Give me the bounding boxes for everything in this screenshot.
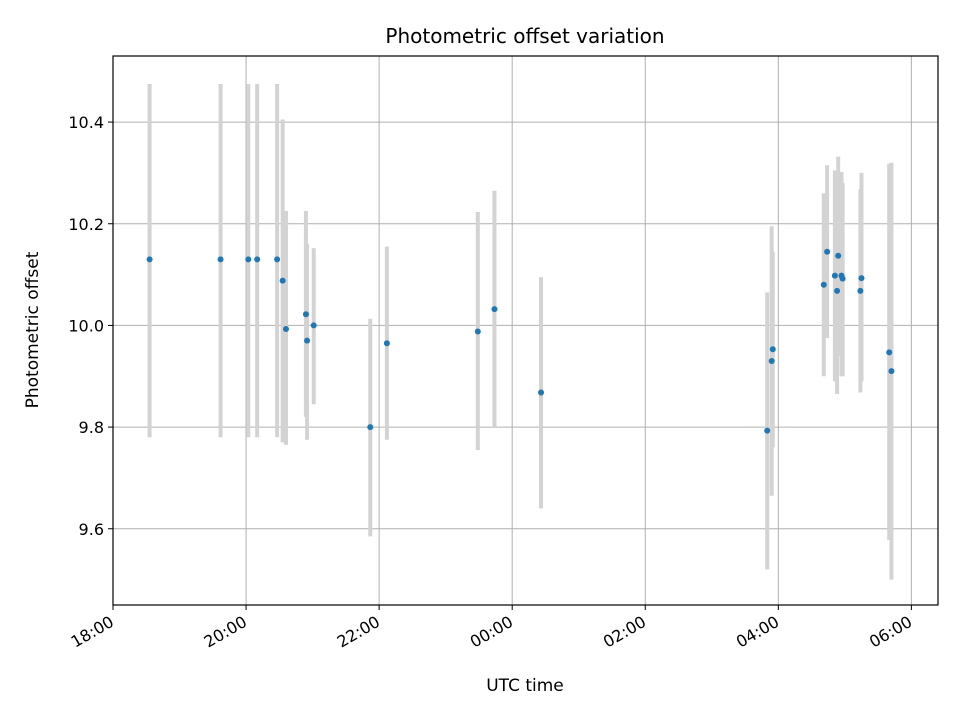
data-point xyxy=(834,287,841,294)
data-point xyxy=(383,340,390,347)
plot-frame xyxy=(112,55,939,606)
y-tick-label: 10.2 xyxy=(68,215,104,234)
data-point xyxy=(279,277,286,284)
data-point xyxy=(367,424,374,431)
data-point xyxy=(764,427,771,434)
grid xyxy=(112,56,938,605)
data-point xyxy=(858,275,865,282)
y-axis-label: Photometric offset xyxy=(23,251,43,408)
data-point xyxy=(282,325,289,332)
data-point xyxy=(768,358,775,364)
data-point xyxy=(538,389,545,396)
data-point xyxy=(217,256,224,263)
data-point xyxy=(474,328,481,335)
x-axis-label: UTC time xyxy=(486,676,564,696)
data-point xyxy=(839,275,846,282)
chart-title: Photometric offset variation xyxy=(385,24,664,48)
data-points xyxy=(146,248,895,434)
data-point xyxy=(820,281,827,288)
data-point xyxy=(491,306,498,313)
data-point xyxy=(304,337,311,344)
data-point xyxy=(835,252,842,259)
data-point xyxy=(831,272,838,279)
data-point xyxy=(254,256,261,263)
data-point xyxy=(310,322,317,329)
data-point xyxy=(274,256,281,263)
data-point xyxy=(824,248,831,255)
data-point xyxy=(302,311,309,318)
y-axis-ticks: 9.6 9.8 10.0 10.2 10.4 xyxy=(68,113,113,539)
y-tick-label: 10.4 xyxy=(68,113,104,132)
data-point xyxy=(857,287,864,294)
data-point xyxy=(888,368,895,375)
y-tick-label: 9.8 xyxy=(79,418,104,437)
data-point xyxy=(245,256,252,263)
y-tick-label: 10.0 xyxy=(68,316,104,335)
data-point xyxy=(769,346,776,353)
y-tick-label: 9.6 xyxy=(79,520,104,539)
data-point xyxy=(886,349,893,356)
data-point xyxy=(146,256,153,263)
